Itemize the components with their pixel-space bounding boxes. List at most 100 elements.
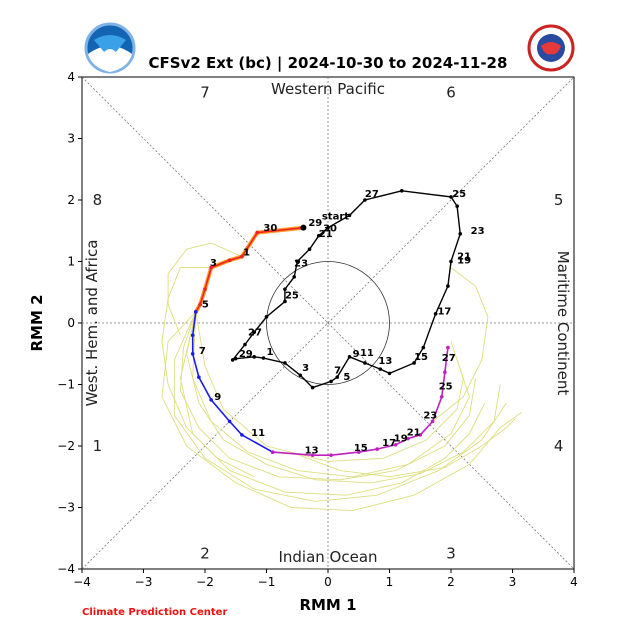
x-tick-label: −4 (73, 575, 91, 589)
day-label: 27 (365, 189, 379, 200)
x-tick-label: 2 (447, 575, 455, 589)
day-label: 11 (251, 428, 265, 439)
x-tick-label: 3 (509, 575, 517, 589)
observed-point (446, 284, 450, 288)
noaa-logo (84, 22, 136, 74)
x-tick-label: −2 (196, 575, 214, 589)
observed-line (232, 190, 461, 389)
forecast-head-line (195, 226, 304, 313)
y-tick-label: 3 (67, 132, 75, 146)
day-label: 23 (423, 410, 437, 421)
ensemble-member-line (192, 311, 470, 478)
ensemble-member-line (179, 311, 486, 496)
ensemble-member-line (167, 242, 243, 336)
ensemble-members (161, 242, 522, 512)
forecast-point (446, 345, 450, 350)
observed-point (233, 356, 238, 361)
day-label: 29 (239, 349, 253, 360)
ensemble-member-line (195, 311, 464, 462)
observed-point (283, 287, 287, 291)
phase-number: 6 (446, 83, 456, 101)
forecast-point (430, 419, 435, 424)
day-label: 30 (263, 223, 277, 234)
forecast-point (190, 351, 195, 356)
observed-point (363, 361, 367, 365)
ensemble-member-line (432, 267, 489, 422)
forecast-point (356, 450, 361, 454)
observed-point (329, 379, 333, 384)
y-axis-label: RMM 2 (28, 294, 46, 351)
day-label: 3 (302, 363, 309, 374)
plot-area (81, 76, 575, 570)
region-top: Western Pacific (271, 80, 385, 98)
ensemble-member-line (161, 311, 522, 512)
credit-text: Climate Prediction Center (82, 607, 227, 618)
day-label: 27 (442, 353, 456, 364)
phase-number: 8 (93, 191, 103, 209)
day-label: 9 (214, 392, 221, 403)
observed-point (292, 275, 296, 279)
x-tick-label: −3 (135, 575, 153, 589)
observed-point (433, 311, 438, 316)
region-right: Maritime Continent (554, 251, 572, 396)
day-label: 7 (199, 346, 206, 357)
y-tick-label: 2 (67, 193, 75, 207)
x-axis-label: RMM 1 (299, 596, 356, 614)
y-tick-label: −3 (57, 501, 75, 515)
x-tick-label: −1 (258, 575, 276, 589)
y-tick-label: 4 (67, 70, 75, 84)
ensemble-member-line (179, 311, 477, 481)
day-label: 27 (248, 327, 262, 338)
forecast-point (443, 370, 447, 375)
day-label: 23 (294, 258, 308, 269)
y-tick-label: 1 (67, 255, 75, 269)
y-tick-label: −4 (57, 562, 75, 576)
observed-point (458, 232, 463, 236)
forecast-point (418, 433, 423, 437)
day-label: 5 (202, 300, 209, 311)
observed-point (230, 358, 235, 362)
observed-point (347, 355, 352, 359)
observed-point (264, 315, 269, 319)
day-label: 19 (394, 434, 408, 445)
observed-point (283, 361, 287, 365)
forecast-point (227, 419, 232, 424)
phase-number: 2 (200, 545, 210, 563)
day-label: 15 (414, 352, 428, 363)
day-label: 21 (407, 428, 421, 439)
day-label: 29 (308, 218, 322, 229)
ensemble-member-line (173, 311, 507, 502)
observed-point (449, 259, 453, 264)
observed-point (295, 259, 300, 264)
day-label: 25 (439, 381, 453, 392)
day-label: 17 (382, 438, 396, 449)
observed-track (230, 188, 463, 390)
forecast-point (198, 302, 202, 307)
day-label: 3 (210, 258, 217, 269)
observed-point (378, 367, 383, 371)
day-label: 21 (457, 252, 471, 263)
observed-point (387, 371, 392, 376)
forecast-point (270, 450, 275, 454)
day-label: 7 (334, 365, 341, 376)
y-tick-label: −2 (57, 439, 75, 453)
day-label: 21 (319, 229, 333, 240)
observed-point (363, 198, 367, 202)
forecast-point (197, 375, 201, 379)
ensemble-member-line (290, 417, 516, 478)
observed-point (307, 247, 312, 251)
phase-number: 7 (200, 83, 210, 101)
forecast-point (240, 433, 244, 437)
unit-circle (266, 261, 390, 385)
day-label: 1 (243, 247, 250, 258)
forecast-point (209, 398, 213, 402)
day-label: 15 (354, 443, 368, 454)
y-tick-label: −1 (57, 378, 75, 392)
forecast-track (190, 224, 450, 458)
day-label: 13 (378, 356, 392, 367)
observed-point (326, 225, 330, 230)
region-left: West. Hem. and Africa (83, 240, 101, 407)
observed-point (243, 342, 247, 347)
